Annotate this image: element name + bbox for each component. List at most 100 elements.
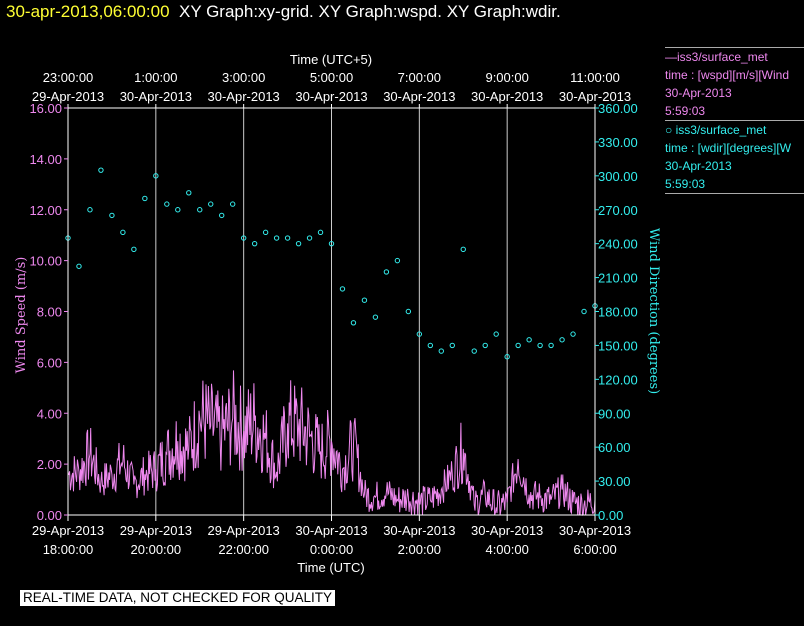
wind-direction-point [394, 257, 401, 264]
wind-direction-point [142, 195, 148, 202]
top-time-label: 5:00:00 [310, 70, 353, 85]
wind-direction-point [526, 337, 532, 343]
wind-direction-point [361, 297, 368, 303]
wind-direction-point [175, 207, 181, 213]
graph-title: 30-apr-2013,06:00:00 XY Graph:xy-grid. X… [6, 2, 561, 22]
wind-direction-point [229, 201, 236, 207]
left-y-tick-label: 0.00 [37, 508, 62, 523]
wind-direction-point [208, 201, 214, 207]
wind-direction-point [131, 246, 137, 253]
left-axis-title: Wind Speed (m/s) [14, 257, 29, 374]
top-date-label: 29-Apr-2013 [32, 89, 104, 104]
top-time-label: 1:00:00 [134, 70, 177, 85]
left-y-tick-label: 6.00 [37, 355, 62, 370]
left-y-tick-label: 10.00 [29, 254, 62, 269]
wind-direction-point [339, 286, 346, 292]
wind-direction-point [153, 173, 159, 179]
wind-direction-point [570, 331, 576, 337]
right-y-tick-label: 360.00 [598, 101, 638, 116]
wind-direction-point [515, 342, 521, 349]
bottom-time-label: 22:00:00 [218, 542, 269, 557]
bottom-time-label: 6:00:00 [573, 542, 616, 557]
wind-direction-point [427, 342, 434, 349]
bottom-time-label: 0:00:00 [310, 542, 353, 557]
wind-direction-point [350, 320, 357, 326]
wind-direction-point [416, 331, 423, 337]
left-y-tick-label: 2.00 [37, 457, 62, 472]
wind-direction-point [548, 342, 554, 349]
top-date-label: 30-Apr-2013 [559, 89, 631, 104]
bottom-date-label: 29-Apr-2013 [208, 523, 280, 538]
wind-direction-point [559, 337, 565, 343]
left-y-tick-label: 12.00 [29, 203, 62, 218]
speed-legend-source: —iss3/surface_met [665, 50, 768, 64]
wind-direction-point [460, 246, 466, 253]
direction-legend-source-text: iss3/surface_met [675, 123, 767, 137]
right-y-tick-label: 240.00 [598, 237, 638, 252]
wind-direction-point [284, 235, 291, 241]
graph-names: XY Graph:xy-grid. XY Graph:wspd. XY Grap… [178, 2, 561, 21]
bottom-date-label: 30-Apr-2013 [295, 523, 367, 538]
wind-direction-point [87, 207, 93, 213]
speed-legend-field: time : [wspd][m/s][Wind [665, 68, 790, 82]
wind-direction-point [405, 308, 412, 315]
wind-direction-point [493, 331, 499, 337]
wind-direction-point [219, 212, 225, 219]
wind-direction-point [240, 235, 247, 241]
bottom-time-label: 2:00:00 [398, 542, 441, 557]
right-y-tick-label: 60.00 [598, 440, 631, 455]
wind-direction-point [317, 229, 324, 236]
wind-direction-point [164, 201, 170, 207]
wind-direction-point [383, 269, 390, 275]
left-y-tick-label: 4.00 [37, 406, 62, 421]
wind-direction-point [482, 342, 488, 349]
direction-legend-source: ○ iss3/surface_met [665, 121, 804, 139]
top-time-label: 11:00:00 [570, 70, 620, 85]
right-y-tick-label: 0.00 [598, 508, 623, 523]
wind-direction-point [186, 190, 192, 196]
wind-direction-point [98, 167, 104, 173]
wind-direction-point [262, 229, 269, 236]
bottom-axis-title: Time (UTC) [297, 560, 364, 575]
top-date-label: 30-Apr-2013 [471, 89, 543, 104]
wind-direction-point [372, 314, 379, 320]
wind-direction-point [76, 263, 82, 269]
bottom-date-label: 30-Apr-2013 [559, 523, 631, 538]
right-y-tick-label: 330.00 [598, 135, 638, 150]
bottom-date-label: 29-Apr-2013 [120, 523, 192, 538]
date-stamp: 30-apr-2013,06:00:00 [6, 2, 170, 21]
quality-notice: REAL-TIME DATA, NOT CHECKED FOR QUALITY [20, 590, 336, 606]
right-y-tick-label: 120.00 [598, 372, 638, 387]
right-y-tick-label: 210.00 [598, 271, 638, 286]
wind-direction-point [273, 235, 280, 241]
wind-direction-point [328, 240, 335, 247]
speed-legend: —iss3/surface_met time : [wspd][m/s][Win… [665, 47, 804, 120]
direction-legend-field: time : [wdir][degrees][W [665, 141, 792, 155]
right-y-tick-label: 180.00 [598, 305, 638, 320]
direction-legend-date: 30-Apr-2013 [665, 159, 732, 173]
top-time-label: 23:00:00 [43, 70, 94, 85]
direction-legend-time: 5:59:03 [665, 177, 706, 191]
wind-direction-point [537, 342, 543, 349]
wind-direction-point [449, 342, 455, 349]
bottom-time-label: 20:00:00 [131, 542, 182, 557]
right-y-tick-label: 90.00 [598, 406, 631, 421]
wind-direction-point [504, 354, 510, 360]
top-time-label: 3:00:00 [222, 70, 265, 85]
wind-direction-point [109, 212, 115, 219]
left-y-tick-label: 14.00 [29, 152, 62, 167]
wind-direction-point [471, 348, 477, 354]
top-time-label: 9:00:00 [485, 70, 528, 85]
wind-direction-point [295, 240, 302, 247]
bottom-date-label: 30-Apr-2013 [383, 523, 455, 538]
left-y-tick-label: 8.00 [37, 305, 62, 320]
speed-legend-date: 30-Apr-2013 [665, 86, 732, 100]
top-date-label: 30-Apr-2013 [208, 89, 280, 104]
speed-legend-time: 5:59:03 [665, 104, 706, 118]
bottom-time-label: 18:00:00 [43, 542, 94, 557]
bottom-date-label: 29-Apr-2013 [32, 523, 104, 538]
right-y-tick-label: 150.00 [598, 338, 638, 353]
top-date-label: 30-Apr-2013 [295, 89, 367, 104]
top-axis-title: Time (UTC+5) [290, 52, 372, 67]
